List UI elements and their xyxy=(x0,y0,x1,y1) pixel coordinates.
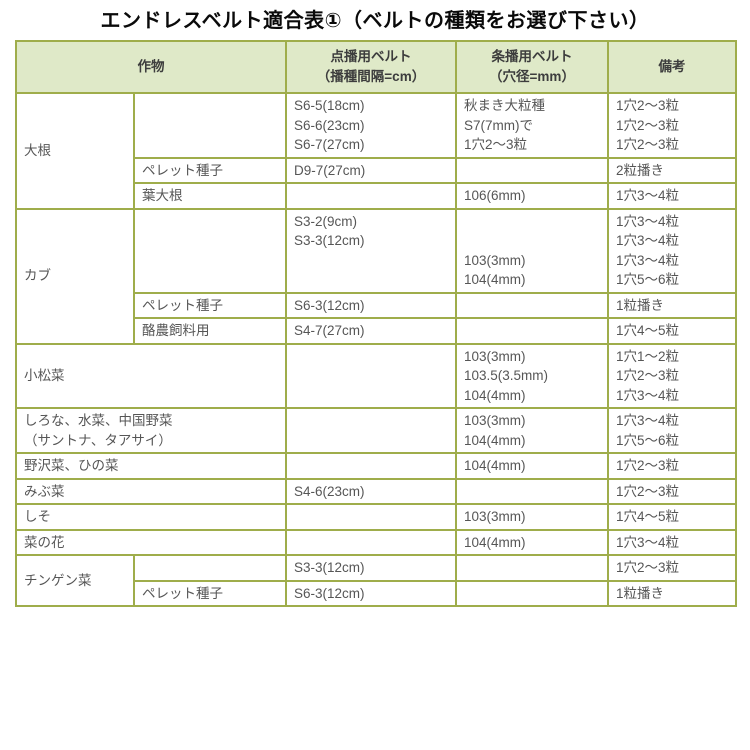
dot-belt-cell: S3-3(12cm) xyxy=(285,554,457,582)
dot-belt-cell: S4-6(23cm) xyxy=(285,477,457,505)
row-belt-cell: 秋まき大粒種 S7(7mm)で 1穴2～3粒 xyxy=(455,92,609,159)
subcategory-cell xyxy=(133,92,287,159)
row-belt-cell: 103(3mm) 104(4mm) xyxy=(455,407,609,454)
table-row: ペレット種子 S6-3(12cm) 1粒播き xyxy=(16,291,737,319)
dot-belt-cell: S3-2(9cm) S3-3(12cm) xyxy=(285,207,457,294)
remarks-cell: 1穴2～3粒 1穴2～3粒 1穴2～3粒 xyxy=(607,92,737,159)
row-belt-cell xyxy=(455,317,609,345)
belt-compatibility-table: 作物 点播用ベルト （播種間隔=cm） 条播用ベルト （穴径=mm） 備考 大根… xyxy=(15,40,737,607)
crop-cell-mibuna: みぶ菜 xyxy=(15,477,287,505)
row-belt-cell xyxy=(455,291,609,319)
remarks-cell: 2粒播き xyxy=(607,156,737,184)
dot-belt-cell xyxy=(285,452,457,480)
dot-belt-cell xyxy=(285,407,457,454)
remarks-cell: 1穴1～2粒 1穴2～3粒 1穴3～4粒 xyxy=(607,342,737,409)
subcategory-cell xyxy=(133,554,287,582)
remarks-cell: 1穴3～4粒 xyxy=(607,528,737,556)
crop-cell-nanohana: 菜の花 xyxy=(15,528,287,556)
table-row: 野沢菜、ひの菜 104(4mm) 1穴2～3粒 xyxy=(15,452,737,480)
crop-cell-chingensai: チンゲン菜 xyxy=(15,554,135,607)
crop-cell-komatsuna: 小松菜 xyxy=(15,342,287,409)
row-belt-cell xyxy=(455,579,609,607)
table-row: カブ S3-2(9cm) S3-3(12cm) 103(3mm) 104(4mm… xyxy=(15,207,737,345)
table-row: しそ 103(3mm) 1穴4～5粒 xyxy=(15,503,737,531)
header-dot-seeding-belt: 点播用ベルト （播種間隔=cm） xyxy=(285,40,457,94)
table-row: 菜の花 104(4mm) 1穴3～4粒 xyxy=(15,528,737,556)
header-remarks: 備考 xyxy=(607,40,737,94)
remarks-cell: 1穴2～3粒 xyxy=(607,452,737,480)
dot-belt-cell: S6-3(12cm) xyxy=(285,291,457,319)
table-row: チンゲン菜 S3-3(12cm) 1穴2～3粒 xyxy=(15,554,737,607)
crop-cell-nozawana: 野沢菜、ひの菜 xyxy=(15,452,287,480)
subcategory-cell: ペレット種子 xyxy=(133,291,287,319)
dot-belt-cell: S4-7(27cm) xyxy=(285,317,457,345)
table-row: ペレット種子 D9-7(27cm) 2粒播き xyxy=(16,156,737,184)
dot-belt-cell xyxy=(285,182,457,210)
crop-cell-kabu: カブ xyxy=(15,207,135,345)
remarks-cell: 1穴3～4粒 1穴3～4粒 1穴3～4粒 1穴5～6粒 xyxy=(607,207,737,294)
row-belt-cell xyxy=(455,554,609,582)
remarks-cell: 1穴4～5粒 xyxy=(607,503,737,531)
dot-belt-cell: D9-7(27cm) xyxy=(285,156,457,184)
row-belt-cell: 104(4mm) xyxy=(455,528,609,556)
remarks-cell: 1穴2～3粒 xyxy=(607,554,737,582)
table-row: ペレット種子 S6-3(12cm) 1粒播き xyxy=(16,579,737,607)
crop-cell-shiso: しそ xyxy=(15,503,287,531)
row-belt-cell: 103(3mm) xyxy=(455,503,609,531)
subcategory-cell: 葉大根 xyxy=(133,182,287,210)
header-crop: 作物 xyxy=(15,40,287,94)
page-title: エンドレスベルト適合表①（ベルトの種類をお選び下さい） xyxy=(100,10,650,32)
subcategory-cell: ペレット種子 xyxy=(133,156,287,184)
header-row: 作物 点播用ベルト （播種間隔=cm） 条播用ベルト （穴径=mm） 備考 xyxy=(15,40,737,94)
table-row: しろな、水菜、中国野菜 （サントナ、タアサイ） 103(3mm) 104(4mm… xyxy=(15,407,737,454)
table-row: 葉大根 106(6mm) 1穴3～4粒 xyxy=(16,182,737,210)
table-row: 小松菜 103(3mm) 103.5(3.5mm) 104(4mm) 1穴1～2… xyxy=(15,342,737,409)
dot-belt-cell xyxy=(285,528,457,556)
remarks-cell: 1穴3～4粒 xyxy=(607,182,737,210)
row-belt-cell xyxy=(455,156,609,184)
remarks-cell: 1穴4～5粒 xyxy=(607,317,737,345)
table-row: 大根 S6-5(18cm) S6-6(23cm) S6-7(27cm) 秋まき大… xyxy=(15,92,737,210)
header-row-seeding-belt: 条播用ベルト （穴径=mm） xyxy=(455,40,609,94)
remarks-cell: 1粒播き xyxy=(607,291,737,319)
row-belt-cell: 103(3mm) 104(4mm) xyxy=(455,207,609,294)
subcategory-cell: ペレット種子 xyxy=(133,579,287,607)
subcategory-cell: 酪農飼料用 xyxy=(133,317,287,345)
remarks-cell: 1穴3～4粒 1穴5～6粒 xyxy=(607,407,737,454)
row-belt-cell: 104(4mm) xyxy=(455,452,609,480)
remarks-cell: 1穴2～3粒 xyxy=(607,477,737,505)
subcategory-cell xyxy=(133,207,287,294)
remarks-cell: 1粒播き xyxy=(607,579,737,607)
dot-belt-cell xyxy=(285,503,457,531)
row-belt-cell: 103(3mm) 103.5(3.5mm) 104(4mm) xyxy=(455,342,609,409)
table-row: みぶ菜 S4-6(23cm) 1穴2～3粒 xyxy=(15,477,737,505)
dot-belt-cell xyxy=(285,342,457,409)
crop-cell-shirona: しろな、水菜、中国野菜 （サントナ、タアサイ） xyxy=(15,407,287,454)
table-body: 大根 S6-5(18cm) S6-6(23cm) S6-7(27cm) 秋まき大… xyxy=(15,92,737,607)
crop-cell-daikon: 大根 xyxy=(15,92,135,210)
table-header: 作物 点播用ベルト （播種間隔=cm） 条播用ベルト （穴径=mm） 備考 xyxy=(15,40,737,94)
row-belt-cell xyxy=(455,477,609,505)
table-row: 酪農飼料用 S4-7(27cm) 1穴4～5粒 xyxy=(16,317,737,345)
row-belt-cell: 106(6mm) xyxy=(455,182,609,210)
dot-belt-cell: S6-5(18cm) S6-6(23cm) S6-7(27cm) xyxy=(285,92,457,159)
dot-belt-cell: S6-3(12cm) xyxy=(285,579,457,607)
